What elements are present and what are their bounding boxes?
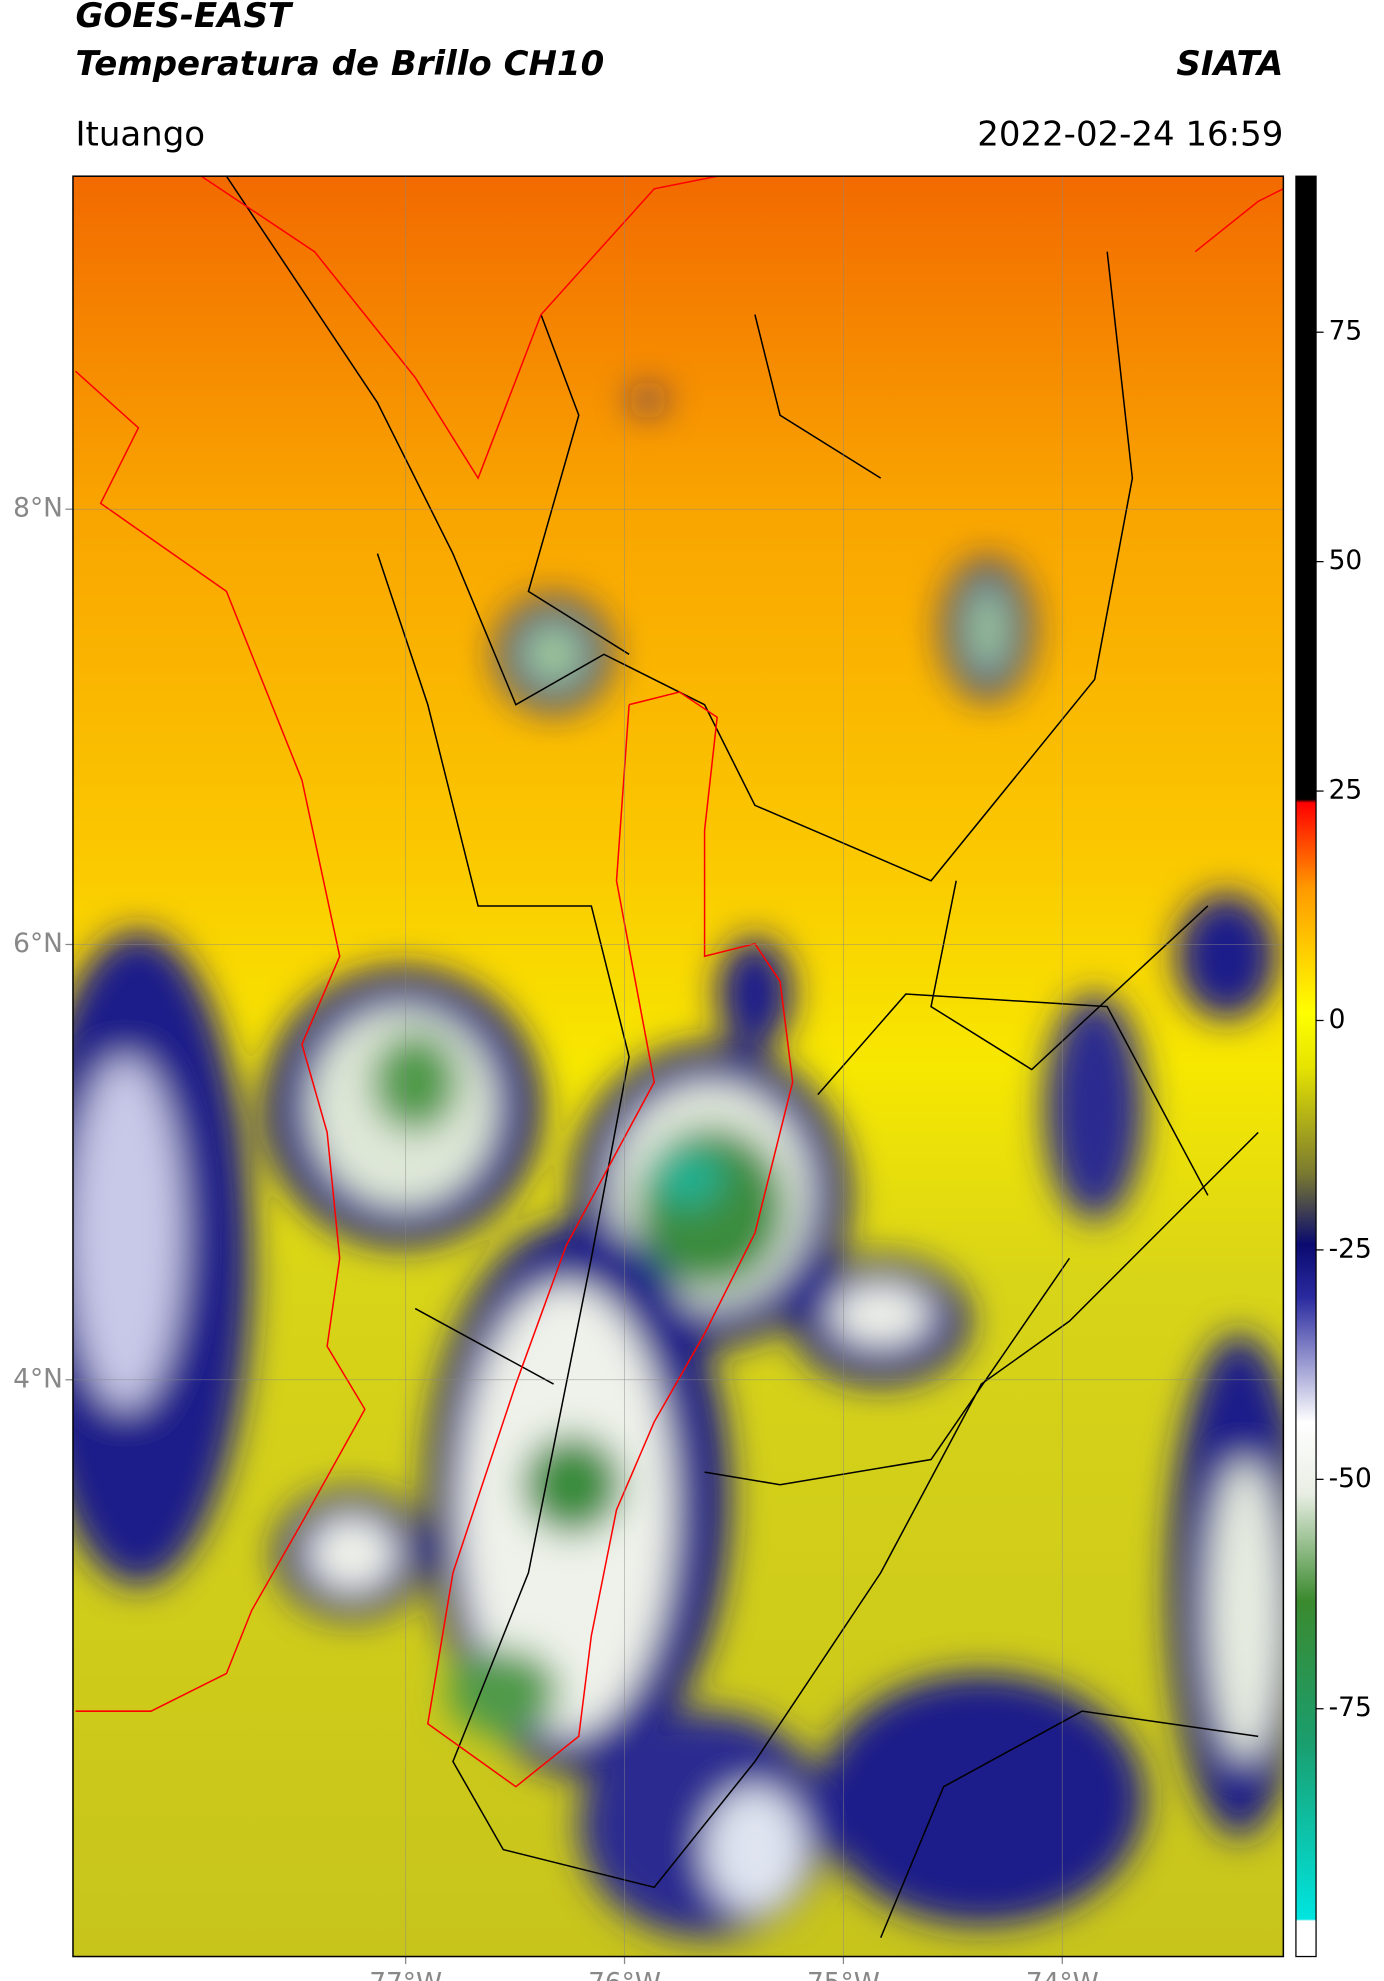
- title-line1: GOES-EAST: [75, 0, 293, 36]
- org: SIATA: [1176, 44, 1283, 84]
- lat-tick-label: 4°N: [13, 1363, 63, 1394]
- coastline-and-basin: [74, 176, 1284, 1788]
- colorbar-tick-label: 75: [1329, 316, 1363, 347]
- lon-tick-label: 77°W: [369, 1968, 442, 1981]
- map-frame: [72, 175, 1285, 1958]
- colorbar-tick-label: 25: [1329, 775, 1363, 806]
- colorbar-tick-label: 0: [1329, 1004, 1346, 1035]
- colorbar-tick-label: -25: [1329, 1233, 1372, 1264]
- lat-tick-label: 8°N: [13, 493, 63, 524]
- colorbar-ticks: 75 50 25 0 -25 -50 -75: [1316, 316, 1372, 1723]
- lon-tick-label: 75°W: [807, 1968, 880, 1981]
- datetime: 2022-02-24 16:59: [977, 114, 1283, 154]
- satellite-image: [72, 176, 1284, 1957]
- lon-tick-label: 74°W: [1026, 1968, 1099, 1981]
- graticule: 8°N 6°N 4°N 77°W 76°W 75°W 74°W: [13, 176, 1284, 1981]
- lon-tick-label: 76°W: [588, 1968, 661, 1981]
- lat-tick-label: 6°N: [13, 928, 63, 959]
- title-line2: Temperatura de Brillo CH10: [75, 44, 604, 84]
- colorbar-tick-label: 50: [1329, 545, 1363, 576]
- admin-borders: [225, 176, 1259, 1938]
- colorbar-tick-label: -75: [1329, 1692, 1372, 1723]
- colorbar: [1295, 175, 1317, 1958]
- location: Ituango: [75, 114, 205, 154]
- colorbar-tick-label: -50: [1329, 1463, 1372, 1494]
